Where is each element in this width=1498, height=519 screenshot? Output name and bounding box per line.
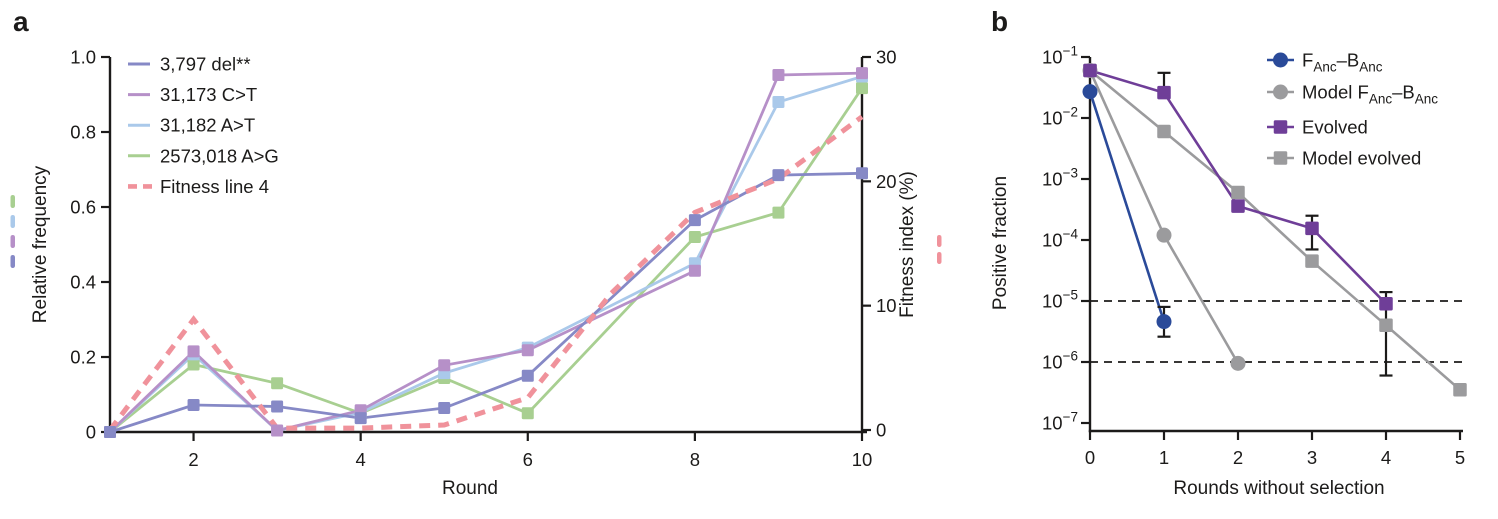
legend-label-fanc-banc: FAnc–BAnc [1302,50,1383,75]
data-point-31173-c-t [688,264,701,277]
legend-label-model-fanc-banc: Model FAnc–BAnc [1302,82,1438,107]
data-point-model-fanc-banc [1230,355,1246,371]
x-tick-label-b: 5 [1455,447,1465,468]
x-tick-label-a: 10 [852,449,873,470]
x-axis-label-b: Rounds without selection [1173,478,1384,499]
y-tick-label-right-a: 0 [876,420,886,441]
y-axis-label-right-a: Fitness index (%) [897,171,918,318]
data-point-evolved [1305,221,1319,236]
left-axis-key-dash [10,195,15,208]
data-point-2573018-a-g [271,377,284,390]
y-tick-label-left-a: 0.6 [70,197,96,218]
legend-label-31182-a-t: 31,182 A>T [160,115,255,136]
data-point-2573018-a-g [688,231,701,243]
y-tick-label-b: 10−7 [1042,410,1078,434]
y-tick-label-left-a: 0.4 [70,272,96,293]
y-tick-label-b: 10−6 [1042,349,1078,373]
data-point-evolved [1157,85,1171,100]
x-tick-label-a: 4 [356,449,366,470]
panel-a-label: a [13,6,29,37]
data-point-model-evolved [1157,124,1171,139]
data-point-model-fanc-banc [1156,227,1172,243]
data-point-3797-del [438,402,451,414]
data-point-2573018-a-g [856,82,868,95]
right-axis-key-dash [937,252,942,264]
y-tick-label-right-a: 20 [876,171,897,192]
data-point-31173-c-t [772,69,785,81]
data-point-model-evolved [1305,254,1319,268]
legend-marker-fanc-banc [1273,52,1288,68]
legend-marker-evolved [1273,120,1288,134]
legend-label-31173-c-t: 31,173 C>T [160,84,257,105]
x-tick-label-a: 2 [188,449,198,470]
left-axis-key-dash [10,215,15,228]
panel-b-label: b [991,6,1009,37]
data-point-evolved [1083,63,1097,78]
y-tick-label-right-a: 10 [876,295,897,316]
data-point-3797-del [856,167,868,180]
x-tick-label-b: 1 [1159,447,1169,468]
data-point-model-evolved [1231,185,1245,200]
data-point-fanc-banc [1082,84,1098,100]
legend-label-fitness-line-4: Fitness line 4 [160,176,269,197]
data-point-3797-del [271,400,284,413]
y-tick-label-b: 10−4 [1042,227,1078,251]
legend-label-model-evolved: Model evolved [1302,148,1421,169]
y-tick-label-right-a: 30 [876,47,897,68]
left-axis-key-dash [10,235,15,248]
legend-label-evolved: Evolved [1302,117,1368,138]
data-point-fanc-banc [1156,314,1172,330]
right-axis-key-dash [937,235,942,247]
y-axis-label-b: Positive fraction [990,176,1011,310]
data-point-evolved [1231,199,1245,213]
y-tick-label-left-a: 0.8 [70,122,96,143]
data-point-evolved [1379,297,1393,311]
x-tick-label-b: 3 [1307,447,1317,468]
y-axis-label-left-a: Relative frequency [30,165,51,323]
left-axis-key-dash [10,255,15,268]
x-tick-label-a: 6 [523,449,533,470]
data-point-31173-c-t [438,359,451,372]
data-point-model-evolved [1453,383,1467,397]
y-tick-label-left-a: 0.2 [70,347,96,368]
data-point-31173-c-t [187,345,200,358]
data-point-31173-c-t [271,424,284,437]
series-line-model-evolved [1089,69,1461,391]
data-point-3797-del [521,369,534,382]
legend-label-2573018-a-g: 2573,018 A>G [160,145,279,166]
series-line-fitness-line-4 [108,114,864,432]
x-tick-label-a: 8 [690,449,700,470]
y-tick-label-b: 10−5 [1042,288,1078,312]
data-point-3797-del [772,169,785,182]
x-tick-label-b: 4 [1381,447,1391,468]
y-tick-label-left-a: 0 [86,422,96,443]
series-line-3797-del [109,171,863,434]
data-point-31173-c-t [521,344,534,357]
data-point-31173-c-t [856,67,868,80]
y-tick-label-b: 10−3 [1042,166,1078,190]
y-tick-label-b: 10−1 [1042,44,1078,68]
data-point-2573018-a-g [187,358,200,371]
data-point-3797-del [187,399,200,411]
data-point-31182-a-t [772,96,785,108]
y-tick-label-b: 10−2 [1042,105,1078,129]
data-point-2573018-a-g [772,206,785,219]
series-line-fanc-banc [1088,91,1166,322]
legend-marker-model-fanc-banc [1273,84,1288,100]
x-axis-label-a: Round [442,478,498,499]
data-point-3797-del [104,426,116,438]
data-point-3797-del [688,214,701,227]
x-tick-label-b: 2 [1233,447,1243,468]
data-point-model-evolved [1379,318,1393,333]
data-point-3797-del [354,412,367,425]
y-tick-label-left-a: 1.0 [70,47,96,68]
data-point-2573018-a-g [521,407,534,420]
x-tick-label-b: 0 [1085,447,1095,468]
legend-marker-model-evolved [1273,151,1288,165]
legend-label-3797-del: 3,797 del** [160,54,251,75]
